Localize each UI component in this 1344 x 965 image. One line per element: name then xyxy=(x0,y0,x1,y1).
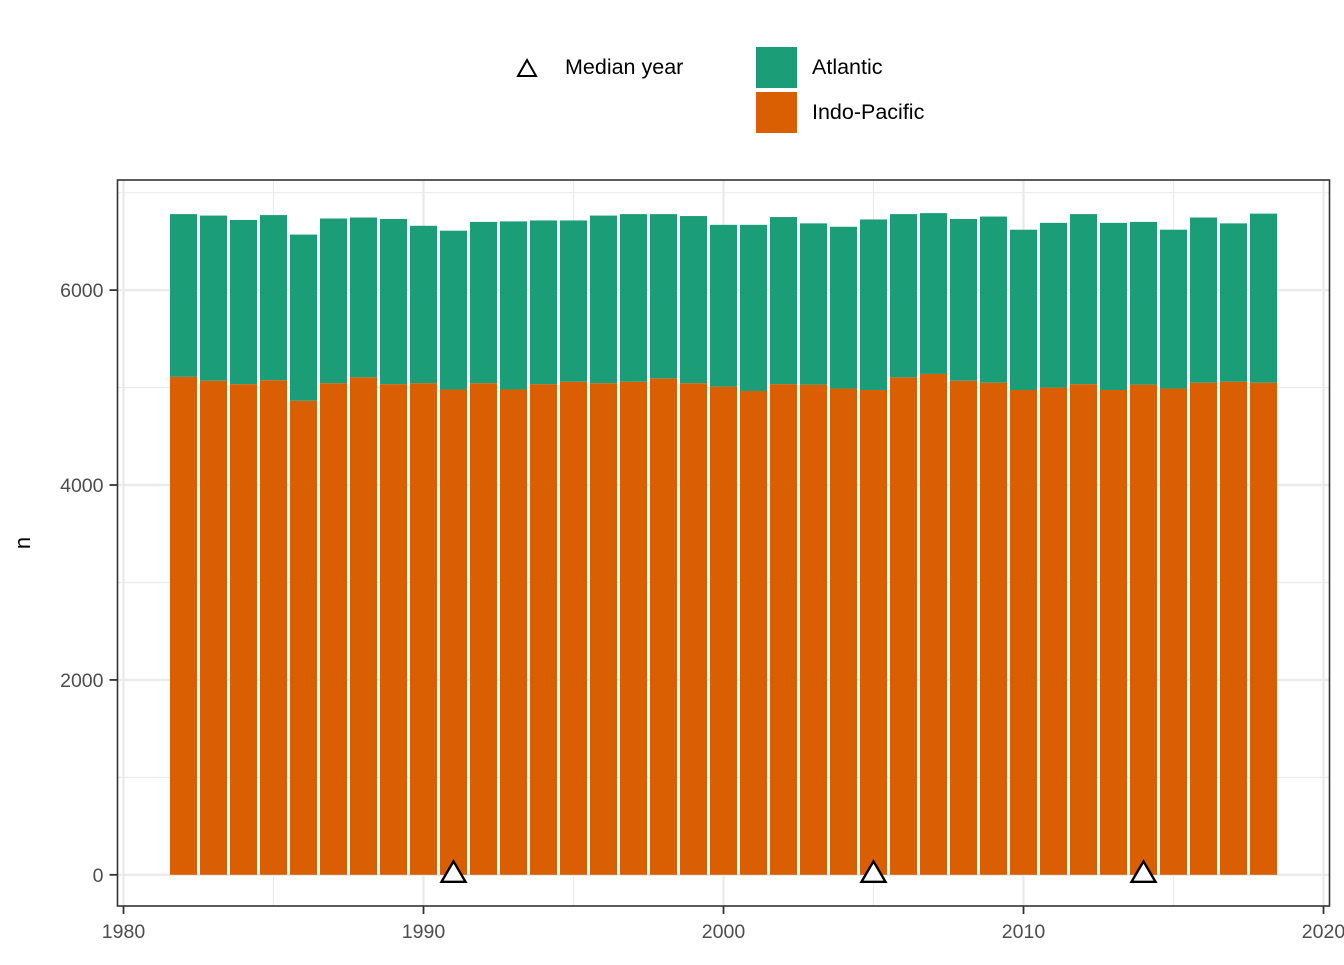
bar-atlantic xyxy=(740,224,767,391)
bar-atlantic xyxy=(770,217,797,385)
y-tick-label: 0 xyxy=(93,865,104,887)
x-tick-label: 2000 xyxy=(702,921,746,943)
bar-indo-pacific xyxy=(740,390,767,875)
median-year-marker xyxy=(1129,858,1158,884)
bar-indo-pacific xyxy=(770,384,797,875)
bar-atlantic xyxy=(1130,221,1157,385)
bar-atlantic xyxy=(620,214,647,382)
bar-indo-pacific xyxy=(1070,384,1097,875)
median-year-marker xyxy=(439,858,468,884)
bar-indo-pacific xyxy=(1100,390,1127,875)
bar-indo-pacific xyxy=(860,390,887,875)
y-tick-label: 6000 xyxy=(60,280,104,302)
legend-item-median-year: Median year xyxy=(514,47,683,88)
bar-indo-pacific xyxy=(320,383,347,875)
bar-indo-pacific xyxy=(800,384,827,875)
bar-indo-pacific xyxy=(350,377,377,875)
bar-indo-pacific xyxy=(380,384,407,875)
bar-indo-pacific xyxy=(620,381,647,875)
bar-indo-pacific xyxy=(830,388,857,875)
bar-atlantic xyxy=(1160,229,1187,389)
bar-atlantic xyxy=(350,217,377,378)
bar-indo-pacific xyxy=(200,380,227,875)
bar-indo-pacific xyxy=(290,400,317,875)
indo-pacific-swatch xyxy=(756,92,797,133)
bar-atlantic xyxy=(1190,217,1217,383)
bar-indo-pacific xyxy=(650,378,677,875)
bar-indo-pacific xyxy=(920,373,947,875)
bar-atlantic xyxy=(590,215,617,384)
bar-indo-pacific xyxy=(980,382,1007,875)
bar-indo-pacific xyxy=(530,384,557,875)
bar-indo-pacific xyxy=(1040,387,1067,875)
bar-atlantic xyxy=(530,220,557,385)
bar-indo-pacific xyxy=(470,383,497,875)
bar-indo-pacific xyxy=(680,383,707,875)
bar-atlantic xyxy=(1220,223,1247,382)
bar-atlantic xyxy=(860,219,887,391)
bar-atlantic xyxy=(410,225,437,384)
legend-label-median-year: Median year xyxy=(565,55,684,79)
bar-atlantic xyxy=(440,230,467,390)
bar-indo-pacific xyxy=(500,389,527,875)
bar-indo-pacific xyxy=(1190,382,1217,875)
bar-atlantic xyxy=(950,218,977,381)
y-axis-title: n xyxy=(10,537,35,549)
bar-atlantic xyxy=(800,223,827,385)
bar-atlantic xyxy=(230,219,257,385)
bar-indo-pacific xyxy=(440,389,467,875)
x-tick-label: 2010 xyxy=(1002,921,1046,943)
legend-label-atlantic: Atlantic xyxy=(812,55,883,79)
bar-atlantic xyxy=(680,216,707,384)
bar-indo-pacific xyxy=(710,386,737,875)
bar-atlantic xyxy=(830,226,857,389)
bar-atlantic xyxy=(1010,229,1037,391)
bar-indo-pacific xyxy=(260,380,287,875)
bar-atlantic xyxy=(470,221,497,384)
bar-atlantic xyxy=(500,221,527,390)
bar-indo-pacific xyxy=(950,380,977,875)
bar-atlantic xyxy=(710,224,737,387)
bar-atlantic xyxy=(380,218,407,385)
bar-indo-pacific xyxy=(170,376,197,875)
bar-atlantic xyxy=(650,214,677,379)
bar-indo-pacific xyxy=(410,383,437,875)
bar-indo-pacific xyxy=(1250,382,1277,875)
bar-indo-pacific xyxy=(230,384,257,875)
bar-atlantic xyxy=(290,234,317,401)
y-tick-label: 2000 xyxy=(60,670,104,692)
x-tick-label: 2020 xyxy=(1302,921,1344,943)
bar-atlantic xyxy=(920,213,947,374)
bar-atlantic xyxy=(1100,222,1127,391)
bar-indo-pacific xyxy=(1010,390,1037,875)
y-tick-label: 4000 xyxy=(60,475,104,497)
bar-indo-pacific xyxy=(1160,388,1187,875)
bar-atlantic xyxy=(170,214,197,377)
legend-item-indo-pacific: Indo-Pacific xyxy=(756,92,924,133)
x-tick-label: 1990 xyxy=(402,921,446,943)
bar-indo-pacific xyxy=(560,381,587,875)
atlantic-swatch xyxy=(756,47,797,88)
bar-atlantic xyxy=(1070,214,1097,385)
bar-indo-pacific xyxy=(1130,384,1157,875)
bar-indo-pacific xyxy=(590,383,617,875)
bar-atlantic xyxy=(560,220,587,382)
median-year-triangle-icon xyxy=(516,57,538,77)
bar-atlantic xyxy=(980,216,1007,383)
legend-item-atlantic: Atlantic xyxy=(756,47,883,88)
legend-label-indo-pacific: Indo-Pacific xyxy=(812,100,925,124)
bar-atlantic xyxy=(890,214,917,378)
bar-atlantic xyxy=(1040,222,1067,388)
bar-indo-pacific xyxy=(1220,381,1247,875)
bar-atlantic xyxy=(1250,213,1277,383)
bar-atlantic xyxy=(200,215,227,381)
bar-atlantic xyxy=(320,218,347,384)
x-tick-label: 1980 xyxy=(102,921,146,943)
median-year-marker xyxy=(859,858,888,884)
bar-atlantic xyxy=(260,215,287,381)
bar-indo-pacific xyxy=(890,377,917,875)
